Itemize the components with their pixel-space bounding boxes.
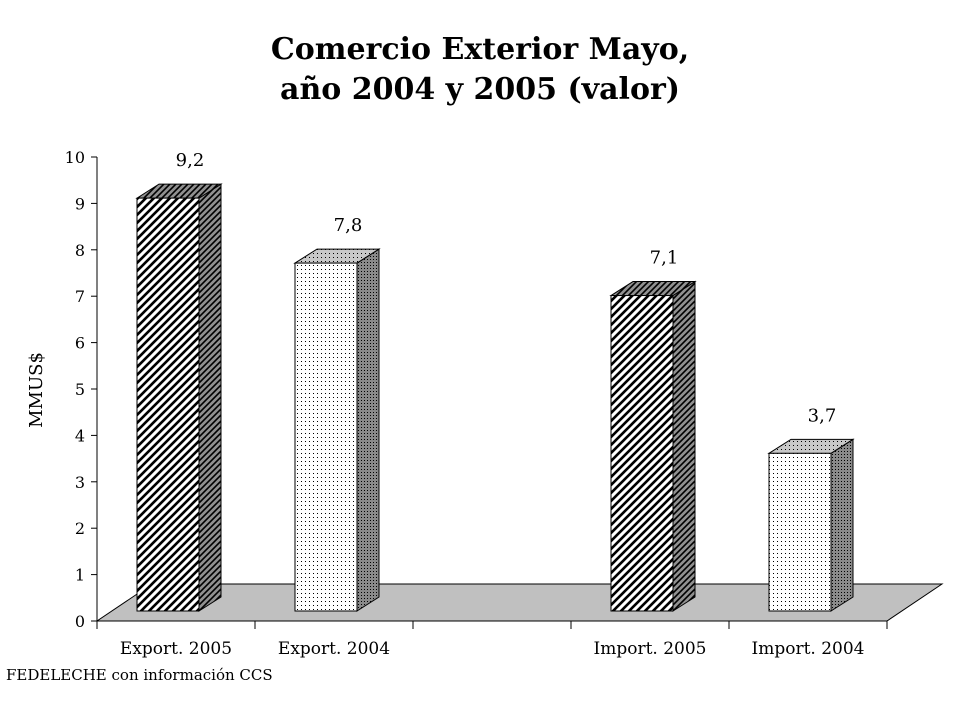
y-tick-label: 1	[75, 566, 85, 585]
data-label: 7,1	[650, 248, 679, 269]
chart-title: Comercio Exterior Mayo, año 2004 y 2005 …	[0, 30, 960, 110]
bar	[767, 438, 855, 612]
bar-side	[198, 183, 222, 612]
chart-title-line-1: Comercio Exterior Mayo,	[270, 32, 690, 67]
y-tick-label: 8	[75, 241, 85, 260]
x-tick-label: Export. 2004	[278, 639, 390, 659]
y-tick-label: 3	[75, 473, 85, 492]
y-tick-label: 6	[75, 334, 85, 353]
bar-front	[294, 262, 358, 612]
x-tick-label: Import. 2004	[752, 639, 865, 659]
y-tick-label: 9	[75, 194, 85, 213]
y-tick-label: 2	[75, 519, 85, 538]
y-axis-label: MMUS$	[26, 352, 47, 428]
y-tick-label: 10	[65, 148, 85, 167]
y-tick-label: 5	[75, 380, 85, 399]
x-tick-label: Export. 2005	[120, 639, 232, 659]
bar	[135, 183, 223, 612]
source-note: FEDELECHE con información CCS	[6, 666, 273, 684]
x-tick-label: Import. 2005	[594, 639, 707, 659]
bar-front	[610, 295, 674, 612]
bar-front	[136, 197, 200, 612]
chart-title-line-2: año 2004 y 2005 (valor)	[280, 72, 680, 107]
y-tick-label: 4	[75, 426, 85, 445]
data-label: 3,7	[808, 405, 837, 426]
bar-front	[768, 452, 832, 612]
y-tick-label: 0	[75, 612, 85, 631]
bar-side	[356, 248, 380, 612]
data-label: 9,2	[176, 150, 205, 171]
bar	[609, 280, 697, 612]
bar	[293, 248, 381, 612]
bar-side	[830, 438, 854, 612]
data-label: 7,8	[334, 215, 363, 236]
y-tick-label: 7	[75, 287, 85, 306]
bar-side	[672, 280, 696, 612]
